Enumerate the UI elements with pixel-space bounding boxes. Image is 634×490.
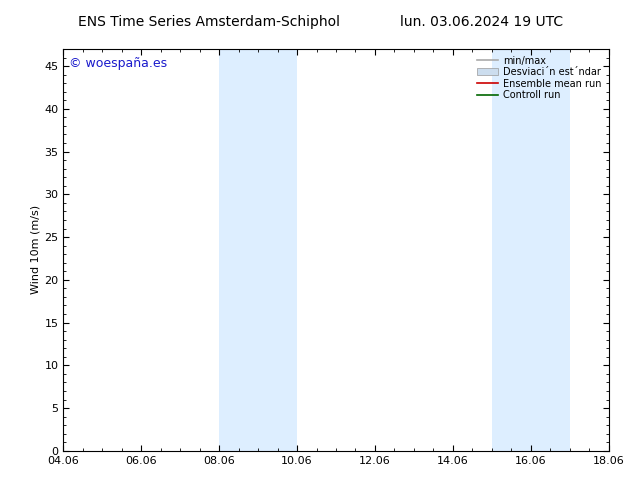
Legend: min/max, Desviaci´n est´ndar, Ensemble mean run, Controll run: min/max, Desviaci´n est´ndar, Ensemble m… [475, 54, 604, 102]
Text: lun. 03.06.2024 19 UTC: lun. 03.06.2024 19 UTC [400, 15, 564, 29]
Bar [492, 49, 570, 451]
Text: ENS Time Series Amsterdam-Schiphol: ENS Time Series Amsterdam-Schiphol [78, 15, 340, 29]
Text: © woespaña.es: © woespaña.es [69, 57, 167, 70]
Y-axis label: Wind 10m (m/s): Wind 10m (m/s) [30, 205, 40, 294]
Bar [219, 49, 297, 451]
